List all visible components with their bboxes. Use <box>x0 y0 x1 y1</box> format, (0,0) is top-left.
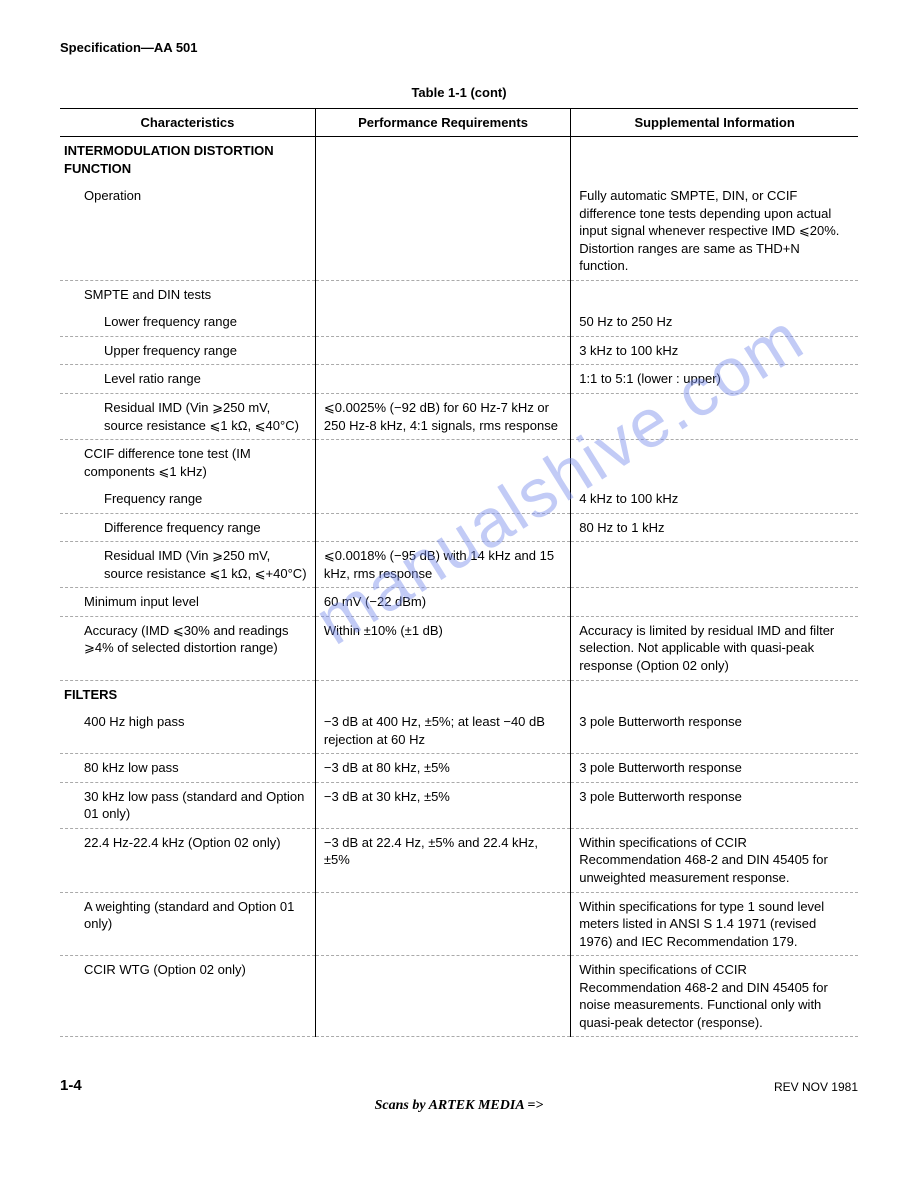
table-row: Upper frequency range 3 kHz to 100 kHz <box>60 336 858 365</box>
section-filters: FILTERS <box>60 680 858 708</box>
supp-cell: 3 pole Butterworth response <box>571 782 858 828</box>
perf-cell <box>315 440 570 486</box>
char-label: Frequency range <box>60 485 315 513</box>
perf-cell <box>315 956 570 1037</box>
char-label: 400 Hz high pass <box>60 708 315 754</box>
supp-cell <box>571 280 858 308</box>
footer: 1-4 REV NOV 1981 <box>60 1077 858 1094</box>
supp-cell: Accuracy is limited by residual IMD and … <box>571 616 858 680</box>
char-label: SMPTE and DIN tests <box>60 280 315 308</box>
col-performance: Performance Requirements <box>315 109 570 137</box>
supp-cell: 1:1 to 5:1 (lower : upper) <box>571 365 858 394</box>
perf-cell <box>315 513 570 542</box>
table-row: Level ratio range 1:1 to 5:1 (lower : up… <box>60 365 858 394</box>
section-title: FILTERS <box>60 680 315 708</box>
table-row: Frequency range 4 kHz to 100 kHz <box>60 485 858 513</box>
supp-cell <box>571 440 858 486</box>
char-label: Upper frequency range <box>60 336 315 365</box>
table-row: Residual IMD (Vin ⩾250 mV, source resist… <box>60 394 858 440</box>
header-title: Specification—AA 501 <box>60 40 858 55</box>
perf-cell: −3 dB at 80 kHz, ±5% <box>315 754 570 783</box>
table-caption: Table 1-1 (cont) <box>60 85 858 100</box>
char-label: Level ratio range <box>60 365 315 394</box>
char-label: CCIF difference tone test (IM components… <box>60 440 315 486</box>
table-row: Accuracy (IMD ⩽30% and readings ⩾4% of s… <box>60 616 858 680</box>
supp-cell: 50 Hz to 250 Hz <box>571 308 858 336</box>
supp-cell: 4 kHz to 100 kHz <box>571 485 858 513</box>
page-number: 1-4 <box>60 1077 82 1094</box>
char-label: Residual IMD (Vin ⩾250 mV, source resist… <box>60 542 315 588</box>
perf-cell <box>315 308 570 336</box>
cell <box>571 137 858 183</box>
supp-cell: Fully automatic SMPTE, DIN, or CCIF diff… <box>571 182 858 280</box>
supp-cell: Within specifications for type 1 sound l… <box>571 892 858 956</box>
col-characteristics: Characteristics <box>60 109 315 137</box>
char-label: 80 kHz low pass <box>60 754 315 783</box>
supp-cell: 3 pole Butterworth response <box>571 754 858 783</box>
perf-cell: ⩽0.0025% (−92 dB) for 60 Hz-7 kHz or 250… <box>315 394 570 440</box>
perf-cell <box>315 485 570 513</box>
table-header-row: Characteristics Performance Requirements… <box>60 109 858 137</box>
table-row: A weighting (standard and Option 01 only… <box>60 892 858 956</box>
perf-cell: −3 dB at 400 Hz, ±5%; at least −40 dB re… <box>315 708 570 754</box>
table-row: Operation Fully automatic SMPTE, DIN, or… <box>60 182 858 280</box>
perf-cell: ⩽0.0018% (−95 dB) with 14 kHz and 15 kHz… <box>315 542 570 588</box>
cell <box>571 680 858 708</box>
char-label: Accuracy (IMD ⩽30% and readings ⩾4% of s… <box>60 616 315 680</box>
char-label: A weighting (standard and Option 01 only… <box>60 892 315 956</box>
char-label: Lower frequency range <box>60 308 315 336</box>
char-label: 22.4 Hz-22.4 kHz (Option 02 only) <box>60 828 315 892</box>
table-row: 22.4 Hz-22.4 kHz (Option 02 only) −3 dB … <box>60 828 858 892</box>
table-row: Lower frequency range 50 Hz to 250 Hz <box>60 308 858 336</box>
section-imd: INTERMODULATION DISTORTION FUNCTION <box>60 137 858 183</box>
supp-cell <box>571 394 858 440</box>
char-label: Operation <box>60 182 315 280</box>
table-row: 30 kHz low pass (standard and Option 01 … <box>60 782 858 828</box>
supp-cell <box>571 542 858 588</box>
perf-cell <box>315 182 570 280</box>
spec-table: Characteristics Performance Requirements… <box>60 108 858 1037</box>
perf-cell: Within ±10% (±1 dB) <box>315 616 570 680</box>
perf-cell <box>315 892 570 956</box>
table-row: CCIF difference tone test (IM components… <box>60 440 858 486</box>
perf-cell <box>315 280 570 308</box>
table-row: CCIR WTG (Option 02 only) Within specifi… <box>60 956 858 1037</box>
section-title: INTERMODULATION DISTORTION FUNCTION <box>60 137 315 183</box>
cell <box>315 680 570 708</box>
supp-cell: 3 pole Butterworth response <box>571 708 858 754</box>
table-row: Difference frequency range 80 Hz to 1 kH… <box>60 513 858 542</box>
supp-cell: 3 kHz to 100 kHz <box>571 336 858 365</box>
scans-credit: Scans by ARTEK MEDIA => <box>60 1098 858 1114</box>
table-row: Minimum input level 60 mV (−22 dBm) <box>60 588 858 617</box>
char-label: CCIR WTG (Option 02 only) <box>60 956 315 1037</box>
supp-cell: 80 Hz to 1 kHz <box>571 513 858 542</box>
table-row: 80 kHz low pass −3 dB at 80 kHz, ±5% 3 p… <box>60 754 858 783</box>
supp-cell: Within specifications of CCIR Recommenda… <box>571 956 858 1037</box>
table-row: SMPTE and DIN tests <box>60 280 858 308</box>
char-label: Minimum input level <box>60 588 315 617</box>
table-row: Residual IMD (Vin ⩾250 mV, source resist… <box>60 542 858 588</box>
perf-cell: 60 mV (−22 dBm) <box>315 588 570 617</box>
char-label: Difference frequency range <box>60 513 315 542</box>
perf-cell: −3 dB at 22.4 Hz, ±5% and 22.4 kHz, ±5% <box>315 828 570 892</box>
perf-cell: −3 dB at 30 kHz, ±5% <box>315 782 570 828</box>
supp-cell <box>571 588 858 617</box>
table-row: 400 Hz high pass −3 dB at 400 Hz, ±5%; a… <box>60 708 858 754</box>
revision: REV NOV 1981 <box>774 1080 858 1094</box>
char-label: 30 kHz low pass (standard and Option 01 … <box>60 782 315 828</box>
perf-cell <box>315 365 570 394</box>
cell <box>315 137 570 183</box>
char-label: Residual IMD (Vin ⩾250 mV, source resist… <box>60 394 315 440</box>
col-supplemental: Supplemental Information <box>571 109 858 137</box>
supp-cell: Within specifications of CCIR Recommenda… <box>571 828 858 892</box>
perf-cell <box>315 336 570 365</box>
